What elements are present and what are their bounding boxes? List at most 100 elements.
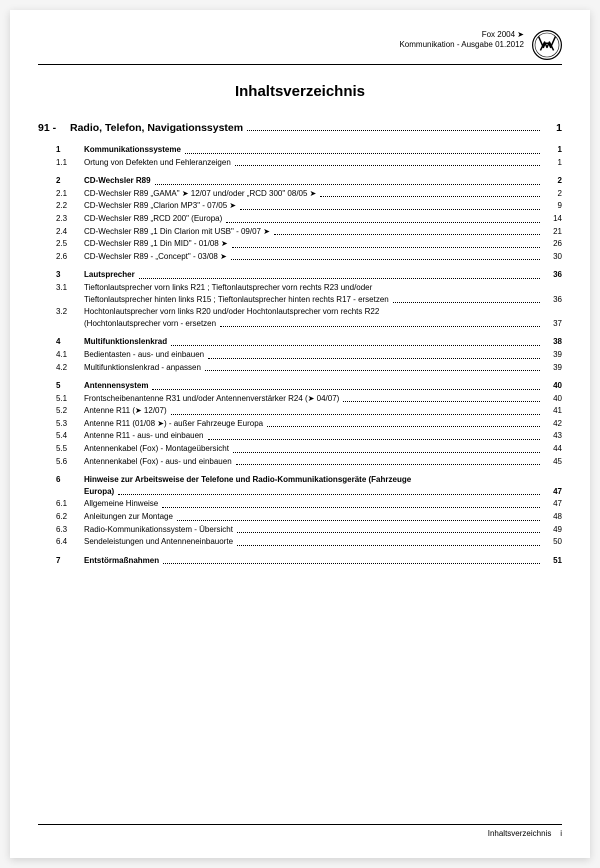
toc-number: 4.2 [38,362,84,374]
toc-title: Kommunikationssysteme1 [84,144,562,156]
toc-text-line: Europa) [84,486,114,498]
toc-number: 2.3 [38,213,84,225]
toc-number: 6.2 [38,511,84,523]
toc-title: Antenne R11 (➤ 12/07)41 [84,405,562,417]
leader-dots [208,439,541,440]
toc-page: 14 [544,213,562,225]
toc-title: Entstörmaßnahmen51 [84,555,562,567]
toc-text-line: Tieftonlautsprecher hinten links R15 ; T… [84,294,389,306]
toc-text: Multifunktionslenkrad [84,336,167,348]
leader-dots [220,326,540,327]
footer-page: i [560,829,562,838]
toc-entry: 6.3Radio-Kommunikationssystem - Übersich… [38,524,562,536]
leader-dots [237,545,540,546]
toc-text: Entstörmaßnahmen [84,555,159,567]
toc-text: CD-Wechsler R89 [84,175,151,187]
toc-entry: 2.1CD-Wechsler R89 „GAMA" ➤ 12/07 und/od… [38,188,562,200]
toc-text: Ortung von Defekten und Fehleranzeigen [84,157,231,169]
leader-dots [163,563,540,564]
section-header: 91 - Radio, Telefon, Navigationssystem 1 [38,122,562,134]
toc-text-line: Hochtonlautsprecher vorn links R20 und/o… [84,306,562,318]
toc-entry: 4.1Bedientasten - aus- und einbauen39 [38,349,562,361]
toc-number: 5 [38,380,84,392]
toc-text: Radio-Kommunikationssystem - Übersicht [84,524,233,536]
toc-page: 37 [544,318,562,330]
toc-page: 43 [544,430,562,442]
toc-title: CD-Wechsler R892 [84,175,562,187]
toc-text: Antennenkabel (Fox) - Montageübersicht [84,443,229,455]
toc-title: Ortung von Defekten und Fehleranzeigen1 [84,157,562,169]
toc-text: Multifunktionslenkrad - anpassen [84,362,201,374]
toc-title: CD-Wechsler R89 „RCD 200" (Europa)14 [84,213,562,225]
toc-entry: 4.2Multifunktionslenkrad - anpassen 39 [38,362,562,374]
toc-entry: 2CD-Wechsler R892 [38,175,562,187]
page-footer: Inhaltsverzeichnis i [38,824,562,838]
toc-text: Antenne R11 (01/08 ➤) - außer Fahrzeuge … [84,418,263,430]
leader-dots [393,302,540,303]
toc-number: 5.6 [38,456,84,468]
leader-dots [267,426,540,427]
toc-entry: 2.3CD-Wechsler R89 „RCD 200" (Europa)14 [38,213,562,225]
leader-dots [155,184,540,185]
toc-title: Sendeleistungen und Antenneneinbauorte50 [84,536,562,548]
toc-page: 39 [544,362,562,374]
leader-dots [171,345,540,346]
toc-body: 1Kommunikationssysteme11.1Ortung von Def… [38,144,562,566]
toc-text-line: Hinweise zur Arbeitsweise der Telefone u… [84,474,562,486]
toc-page: 40 [544,380,562,392]
leader-dots [343,401,540,402]
section-page: 1 [544,122,562,134]
toc-entry: 3.2Hochtonlautsprecher vorn links R20 un… [38,306,562,329]
toc-text: CD-Wechsler R89 „1 Din Clarion mit USB" … [84,226,270,238]
leader-dots [247,130,540,131]
section-title-text: Radio, Telefon, Navigationssystem [70,122,243,134]
toc-text-line: (Hochtonlautsprecher vorn - ersetzen [84,318,216,330]
toc-text: Antennensystem [84,380,148,392]
leader-dots [226,222,540,223]
toc-title: Hochtonlautsprecher vorn links R20 und/o… [84,306,562,329]
section-number: 91 - [38,122,70,134]
toc-page: 38 [544,336,562,348]
toc-page: 30 [544,251,562,263]
toc-number: 1.1 [38,157,84,169]
leader-dots [235,165,540,166]
footer-label: Inhaltsverzeichnis [488,829,552,838]
toc-page: 36 [544,269,562,281]
toc-text: Anleitungen zur Montage [84,511,173,523]
toc-title: Antennenkabel (Fox) - aus- und einbauen4… [84,456,562,468]
toc-page: 39 [544,349,562,361]
toc-number: 3.1 [38,282,84,305]
toc-entry: 7Entstörmaßnahmen51 [38,555,562,567]
toc-entry: 6.2Anleitungen zur Montage 48 [38,511,562,523]
toc-number: 2.6 [38,251,84,263]
toc-title: Antenne R11 (01/08 ➤) - außer Fahrzeuge … [84,418,562,430]
toc-entry: 1Kommunikationssysteme1 [38,144,562,156]
toc-number: 6.4 [38,536,84,548]
leader-dots [233,452,540,453]
toc-page: 47 [544,498,562,510]
toc-title: Multifunktionslenkrad - anpassen 39 [84,362,562,374]
toc-number: 5.3 [38,418,84,430]
toc-title: Hinweise zur Arbeitsweise der Telefone u… [84,474,562,497]
toc-entry: 5.4Antenne R11 - aus- und einbauen43 [38,430,562,442]
toc-title: Frontscheibenantenne R31 und/oder Antenn… [84,393,562,405]
header-text: Fox 2004 ➤ Kommunikation - Ausgabe 01.20… [399,30,524,51]
leader-dots [208,358,540,359]
vw-logo-icon [532,30,562,60]
toc-page: 41 [544,405,562,417]
toc-number: 5.5 [38,443,84,455]
page-title: Inhaltsverzeichnis [38,83,562,100]
document-page: Fox 2004 ➤ Kommunikation - Ausgabe 01.20… [10,10,590,858]
leader-dots [320,196,540,197]
toc-title: Antennensystem 40 [84,380,562,392]
toc-page: 48 [544,511,562,523]
toc-number: 2.2 [38,200,84,212]
toc-title: Tieftonlautsprecher vorn links R21 ; Tie… [84,282,562,305]
leader-dots [118,494,540,495]
leader-dots [232,247,540,248]
leader-dots [171,414,540,415]
toc-text: Bedientasten - aus- und einbauen [84,349,204,361]
toc-page: 42 [544,418,562,430]
toc-number: 5.1 [38,393,84,405]
toc-entry: 5Antennensystem 40 [38,380,562,392]
